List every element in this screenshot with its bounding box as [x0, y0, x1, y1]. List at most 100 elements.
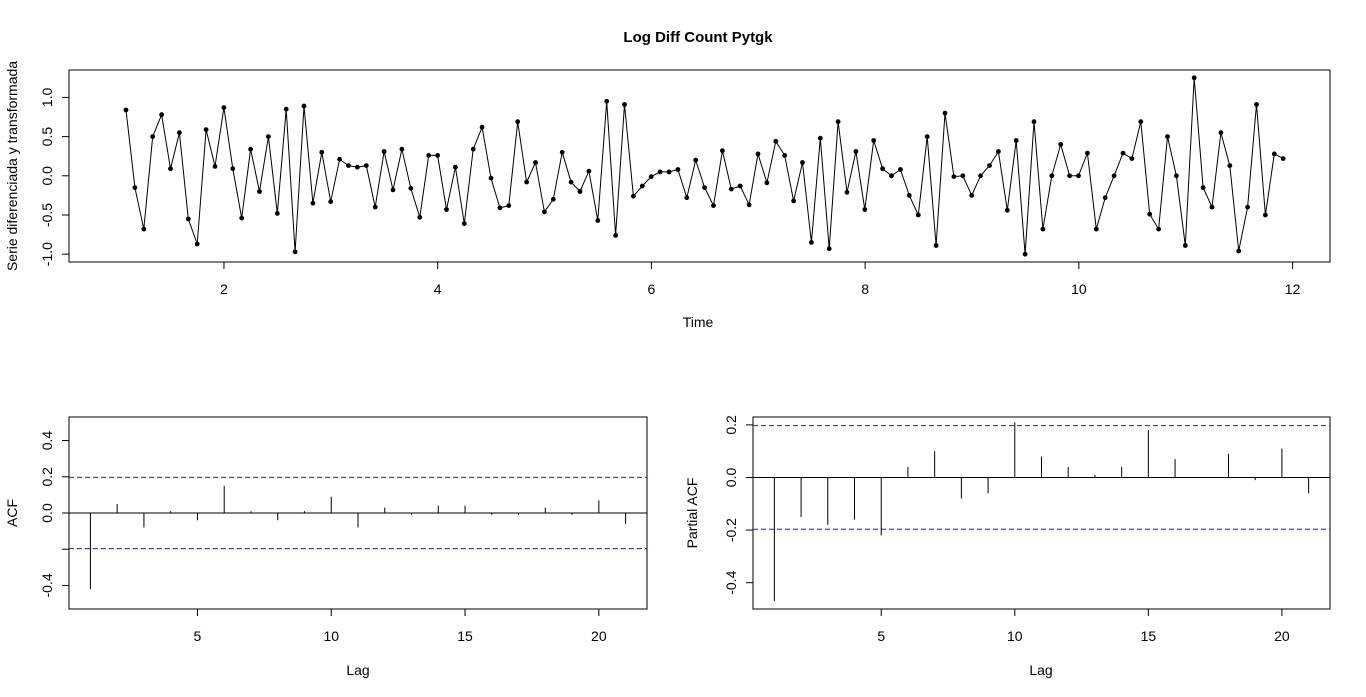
data-point — [951, 174, 957, 180]
data-point — [693, 157, 699, 163]
data-point — [1263, 212, 1268, 218]
data-point — [915, 212, 921, 218]
data-point — [1271, 151, 1277, 157]
data-point — [381, 149, 387, 154]
data-point — [924, 134, 930, 140]
data-point — [1040, 226, 1046, 232]
data-point — [639, 183, 645, 189]
data-point — [470, 146, 476, 152]
x-tick-label: 10 — [1071, 281, 1087, 297]
data-point — [444, 207, 449, 212]
data-point — [435, 153, 440, 158]
data-point — [337, 156, 342, 162]
data-point — [550, 196, 556, 202]
data-point — [1147, 211, 1153, 217]
data-point — [577, 189, 583, 194]
acf-x-tick-label: 15 — [457, 628, 473, 644]
data-point — [737, 183, 743, 189]
data-point — [1254, 102, 1259, 107]
data-point — [453, 164, 458, 170]
pacf-plot-frame — [752, 416, 1331, 610]
data-point — [1209, 204, 1215, 210]
acf-x-tick-label: 20 — [591, 628, 607, 644]
pacf-x-tick-label: 10 — [1007, 628, 1023, 644]
data-point — [363, 163, 369, 169]
data-point — [1111, 173, 1117, 179]
data-point — [230, 166, 236, 172]
acf-x-tick-label: 5 — [194, 628, 202, 644]
pacf-y-tick-label: -0.2 — [723, 518, 739, 542]
y-tick-label: 0.0 — [39, 166, 55, 186]
data-point — [1191, 75, 1197, 81]
data-point — [906, 193, 912, 198]
data-point — [461, 221, 467, 227]
acf-y-tick-label: -0.4 — [39, 573, 55, 597]
data-point — [898, 167, 903, 172]
data-point — [622, 102, 627, 107]
series-points — [123, 75, 1286, 257]
data-point — [800, 160, 805, 165]
data-point — [1138, 119, 1144, 125]
data-point — [1236, 248, 1242, 254]
data-point — [782, 153, 788, 158]
time-series-panel: Log Diff Count Pytgk Time Serie diferenc… — [4, 29, 1331, 330]
data-point — [1058, 142, 1064, 147]
acf-x-tick-label: 10 — [323, 628, 339, 644]
data-point — [292, 249, 298, 255]
data-point — [479, 124, 485, 130]
data-point — [844, 189, 850, 195]
data-point — [533, 160, 538, 165]
data-point — [631, 193, 636, 199]
data-point — [1102, 195, 1108, 201]
pacf-y-tick-label: -0.4 — [723, 570, 739, 594]
data-point — [826, 246, 832, 252]
data-point — [817, 135, 823, 141]
data-point — [604, 98, 610, 104]
data-point — [755, 151, 761, 157]
data-point — [515, 119, 521, 125]
acf-y-tick-label: 0.4 — [39, 431, 55, 451]
y-tick-label: 1.0 — [39, 87, 55, 107]
pacf-x-tick-label: 20 — [1274, 628, 1290, 644]
data-point — [764, 180, 770, 186]
data-point — [159, 112, 165, 118]
data-point — [1182, 243, 1188, 248]
data-point — [310, 200, 316, 206]
acf-y-tick-label: 0.2 — [39, 467, 55, 487]
data-point — [809, 240, 814, 245]
data-point — [1165, 134, 1170, 140]
data-point — [132, 185, 138, 191]
y-tick-label: -1.0 — [39, 242, 55, 266]
data-point — [1227, 163, 1233, 169]
data-point — [773, 138, 779, 144]
pacf-y-tick-label: 0.2 — [723, 415, 739, 435]
data-point — [613, 233, 618, 238]
data-point — [1093, 226, 1099, 232]
series-line — [125, 77, 1284, 255]
data-point — [853, 149, 859, 154]
data-point — [666, 169, 672, 175]
data-point — [274, 211, 280, 216]
data-point — [586, 168, 592, 174]
pacf-y-axis-label: Partial ACF — [684, 478, 700, 549]
data-point — [942, 110, 948, 116]
data-point — [266, 134, 271, 140]
data-point — [969, 193, 975, 198]
data-point — [1200, 185, 1206, 191]
time-series-axes: 2 4 6 8 10 12 -1.0 -0.5 0.0 0.5 1.0 — [39, 87, 1301, 297]
data-point — [987, 163, 992, 169]
data-point — [791, 198, 796, 204]
data-point — [1085, 150, 1090, 156]
x-tick-label: 6 — [648, 281, 656, 297]
data-point — [150, 134, 156, 140]
data-point — [1218, 130, 1224, 136]
data-point — [1174, 173, 1179, 179]
data-point — [506, 203, 512, 209]
acf-y-axis-label: ACF — [4, 499, 20, 527]
data-point — [1129, 156, 1135, 162]
data-point — [372, 204, 378, 210]
data-point — [194, 241, 200, 247]
data-point — [1004, 207, 1010, 213]
data-point — [880, 166, 885, 172]
